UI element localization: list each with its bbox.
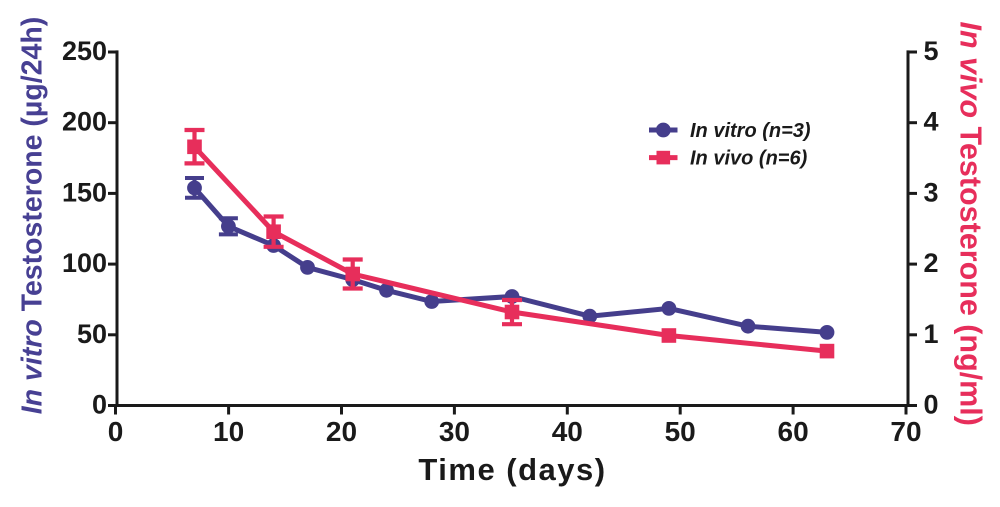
svg-text:70: 70	[890, 416, 921, 447]
svg-text:0: 0	[924, 390, 939, 420]
svg-text:60: 60	[778, 416, 809, 447]
svg-text:In vivo (n=6): In vivo (n=6)	[690, 148, 808, 170]
svg-text:4: 4	[924, 107, 939, 137]
svg-text:100: 100	[62, 248, 107, 278]
svg-text:5: 5	[924, 36, 939, 66]
svg-text:In vivo Testosterone (ng/ml): In vivo Testosterone (ng/ml)	[954, 21, 988, 425]
svg-text:200: 200	[62, 107, 107, 137]
svg-text:150: 150	[62, 177, 107, 207]
svg-text:In vitro (n=3): In vitro (n=3)	[690, 120, 811, 142]
svg-text:0: 0	[108, 416, 124, 447]
svg-text:50: 50	[77, 319, 107, 349]
svg-text:2: 2	[924, 248, 939, 278]
svg-text:20: 20	[326, 416, 357, 447]
svg-text:250: 250	[62, 36, 107, 66]
svg-text:0: 0	[92, 390, 107, 420]
svg-text:10: 10	[213, 416, 244, 447]
svg-text:In vitro Testosterone (µg/24h): In vitro Testosterone (µg/24h)	[17, 17, 49, 415]
svg-text:3: 3	[924, 177, 939, 207]
svg-text:40: 40	[552, 416, 583, 447]
svg-text:Time (days): Time (days)	[418, 452, 606, 487]
svg-text:1: 1	[924, 319, 939, 349]
svg-text:50: 50	[665, 416, 696, 447]
svg-text:30: 30	[439, 416, 470, 447]
